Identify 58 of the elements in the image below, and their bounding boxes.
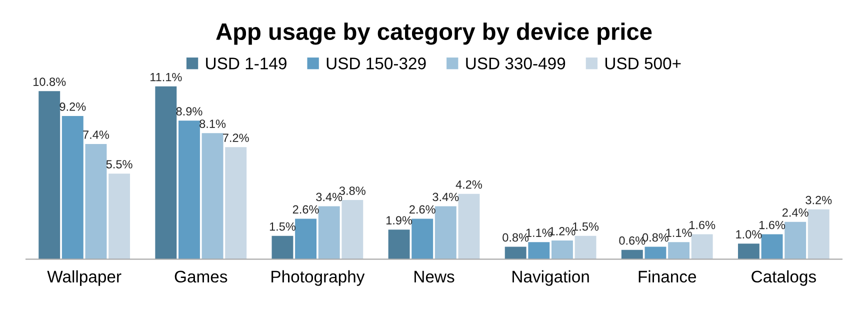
bar (38, 91, 60, 260)
x-tick-label: News (414, 270, 454, 283)
data-label: 5.5% (106, 160, 132, 168)
x-tick-label: Finance (638, 270, 696, 283)
data-label: 1.6% (690, 220, 716, 230)
bar (85, 144, 107, 260)
bar (434, 206, 456, 260)
legend-label: USD 330-499 (466, 58, 566, 70)
data-label: 3.4% (316, 192, 342, 202)
bar (458, 194, 480, 260)
bar (318, 206, 340, 260)
bar (388, 230, 410, 260)
data-label: 1.9% (386, 216, 412, 225)
legend-label: USD 150-329 (326, 58, 426, 70)
bar (668, 242, 690, 260)
bar (225, 147, 247, 260)
bar (342, 200, 364, 260)
bar (761, 234, 783, 260)
data-label: 1.1% (666, 228, 692, 237)
data-label: 1.6% (759, 220, 786, 230)
bar (808, 209, 830, 260)
x-tick-label: Navigation (512, 270, 589, 286)
data-label: 3.4% (432, 192, 459, 202)
data-label: 1.0% (736, 230, 762, 239)
bar (551, 240, 573, 260)
data-label: 3.2% (806, 196, 832, 204)
x-tick-label: Games (174, 270, 228, 283)
data-label: 4.2% (456, 180, 482, 189)
bar (738, 244, 760, 260)
bar (621, 250, 643, 260)
bar (62, 116, 84, 260)
bar (504, 246, 526, 260)
bar (412, 218, 434, 260)
x-tick-label: Catalogs (752, 270, 816, 286)
bar (574, 236, 596, 260)
data-label: 10.8% (34, 78, 66, 86)
bar (155, 86, 177, 260)
bar (295, 218, 317, 260)
data-label: 2.6% (292, 205, 319, 214)
bar (202, 133, 224, 260)
legend-label: USD 500+ (605, 58, 681, 70)
bar (108, 174, 130, 260)
bar (178, 120, 200, 260)
data-label: 11.1% (150, 72, 182, 82)
data-label: 1.5% (572, 222, 599, 231)
chart-title: App usage by category by device price (216, 22, 652, 45)
x-tick-label: Photography (272, 270, 365, 286)
x-tick-label: Wallpaper (47, 270, 122, 286)
bar (528, 242, 550, 260)
bar (691, 234, 713, 260)
data-label: 2.6% (409, 205, 436, 214)
data-label: 3.8% (339, 186, 366, 195)
data-label: 2.4% (782, 208, 808, 217)
bar (644, 246, 666, 260)
legend-label: USD 1-149 (206, 58, 286, 70)
bar (272, 236, 294, 260)
data-label: 7.2% (223, 134, 249, 142)
bar (784, 222, 806, 260)
